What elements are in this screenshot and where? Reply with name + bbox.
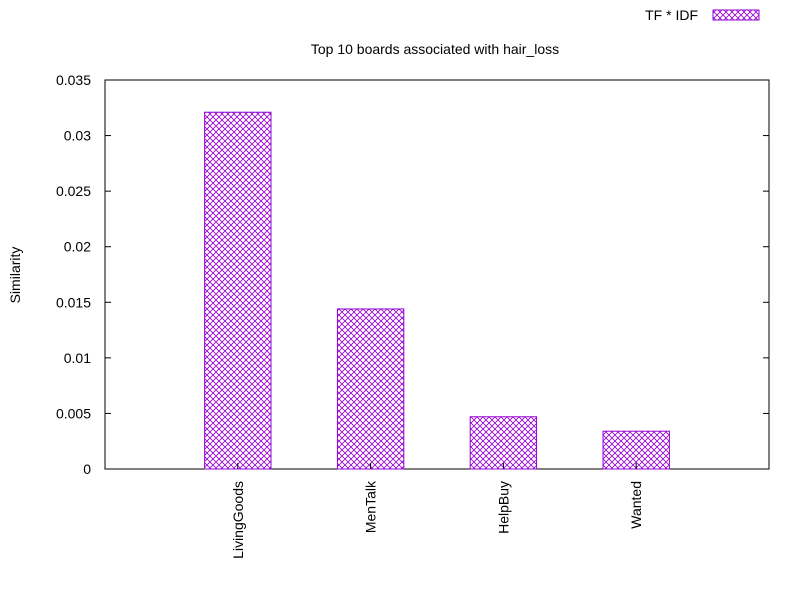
y-tick-label: 0.02 — [64, 239, 91, 255]
bar-mentalk — [336, 308, 405, 470]
x-tick-label: LivingGoods — [230, 481, 246, 559]
y-tick-label: 0.015 — [56, 294, 91, 310]
x-tick-label: Wanted — [628, 481, 644, 529]
legend: TF * IDF — [645, 7, 760, 23]
legend-swatch — [712, 9, 760, 21]
plot-frame — [104, 79, 770, 470]
x-tick-label: HelpBuy — [495, 481, 511, 534]
y-tick-label: 0.025 — [56, 183, 91, 199]
bars — [204, 111, 670, 470]
y-tick-label: 0.01 — [64, 350, 91, 366]
y-axis: 0 0.005 0.01 0.015 0.02 0.025 0.03 0.035 — [56, 72, 769, 477]
bar-helpbuy — [469, 416, 538, 470]
x-axis: LivingGoods MenTalk HelpBuy Wanted — [230, 463, 644, 559]
y-tick-label: 0.03 — [64, 128, 91, 144]
y-axis-label: Similarity — [7, 247, 23, 304]
y-tick-label: 0 — [83, 461, 91, 477]
y-tick-label: 0.005 — [56, 405, 91, 421]
x-tick-label: MenTalk — [363, 480, 379, 533]
y-tick-label: 0.035 — [56, 72, 91, 88]
legend-label: TF * IDF — [645, 7, 698, 23]
chart-title: Top 10 boards associated with hair_loss — [311, 41, 559, 57]
bar-livinggoods — [204, 111, 272, 470]
